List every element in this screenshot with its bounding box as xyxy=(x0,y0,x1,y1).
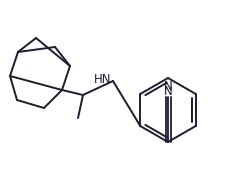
Text: HN: HN xyxy=(94,73,111,85)
Text: N: N xyxy=(164,85,172,98)
Text: N: N xyxy=(164,80,172,93)
